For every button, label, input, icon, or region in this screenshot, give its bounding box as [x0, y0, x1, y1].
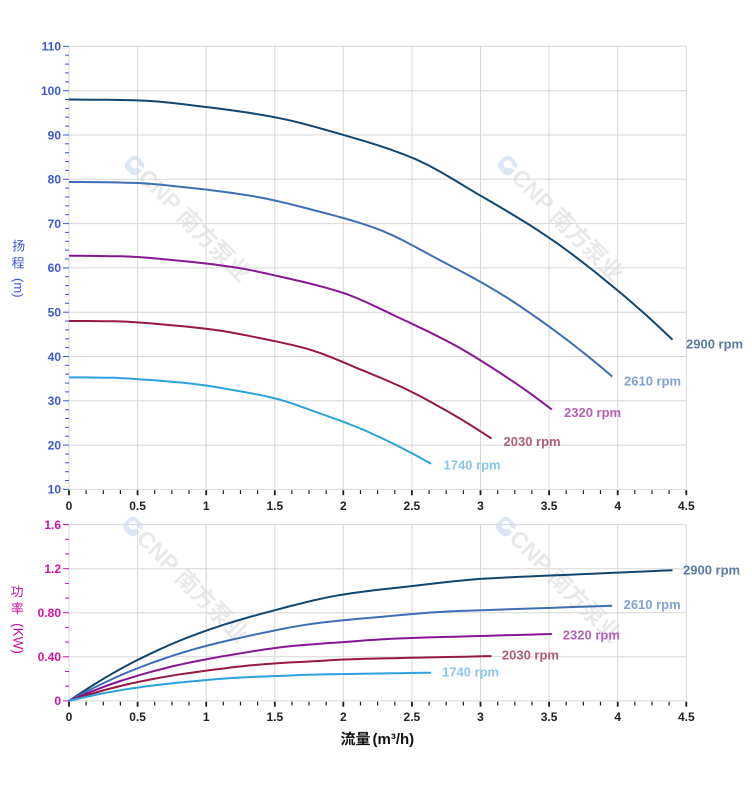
svg-text:2900 rpm: 2900 rpm: [683, 562, 740, 577]
svg-text:2320 rpm: 2320 rpm: [564, 405, 621, 420]
svg-text:4: 4: [614, 710, 621, 724]
svg-text:2: 2: [340, 499, 347, 513]
svg-text:3.5: 3.5: [541, 710, 558, 724]
svg-text:90: 90: [48, 128, 62, 142]
svg-text:(KW): (KW): [10, 623, 25, 654]
svg-text:0.5: 0.5: [129, 499, 146, 513]
svg-text:60: 60: [48, 261, 62, 275]
svg-text:0: 0: [54, 694, 61, 708]
svg-text:1: 1: [203, 499, 210, 513]
svg-text:50: 50: [48, 306, 62, 320]
svg-text:(m): (m): [11, 278, 26, 298]
svg-text:80: 80: [48, 173, 62, 187]
svg-text:1.2: 1.2: [44, 562, 61, 576]
svg-text:1.5: 1.5: [266, 710, 283, 724]
svg-text:70: 70: [48, 217, 62, 231]
svg-text:0.5: 0.5: [129, 710, 146, 724]
svg-text:1740 rpm: 1740 rpm: [444, 457, 501, 472]
svg-text:3: 3: [477, 710, 484, 724]
svg-text:0.80: 0.80: [38, 606, 62, 620]
svg-text:110: 110: [42, 40, 62, 54]
svg-text:40: 40: [48, 350, 62, 364]
svg-text:0.40: 0.40: [38, 650, 62, 664]
svg-text:1: 1: [203, 710, 210, 724]
svg-text:30: 30: [48, 394, 62, 408]
svg-text:2610 rpm: 2610 rpm: [624, 597, 681, 612]
svg-text:3: 3: [477, 499, 484, 513]
svg-text:2.5: 2.5: [404, 499, 421, 513]
svg-text:2.5: 2.5: [404, 710, 421, 724]
svg-text:4: 4: [614, 499, 621, 513]
svg-text:100: 100: [41, 84, 61, 98]
svg-text:4.5: 4.5: [678, 499, 695, 513]
svg-text:(m³/h): (m³/h): [373, 731, 415, 748]
svg-text:2030 rpm: 2030 rpm: [502, 648, 559, 663]
svg-text:0: 0: [66, 499, 73, 513]
svg-text:2900 rpm: 2900 rpm: [686, 336, 743, 351]
svg-text:10: 10: [48, 483, 62, 497]
svg-text:2610 rpm: 2610 rpm: [624, 374, 681, 389]
svg-text:2: 2: [340, 710, 347, 724]
svg-text:4.5: 4.5: [678, 710, 695, 724]
svg-text:1.6: 1.6: [44, 518, 61, 532]
svg-text:3.5: 3.5: [541, 499, 558, 513]
svg-text:20: 20: [48, 438, 62, 452]
svg-text:2320 rpm: 2320 rpm: [563, 627, 620, 642]
svg-text:1.5: 1.5: [266, 499, 283, 513]
svg-text:0: 0: [66, 710, 73, 724]
svg-text:1740 rpm: 1740 rpm: [442, 665, 499, 680]
svg-text:2030 rpm: 2030 rpm: [504, 434, 561, 449]
